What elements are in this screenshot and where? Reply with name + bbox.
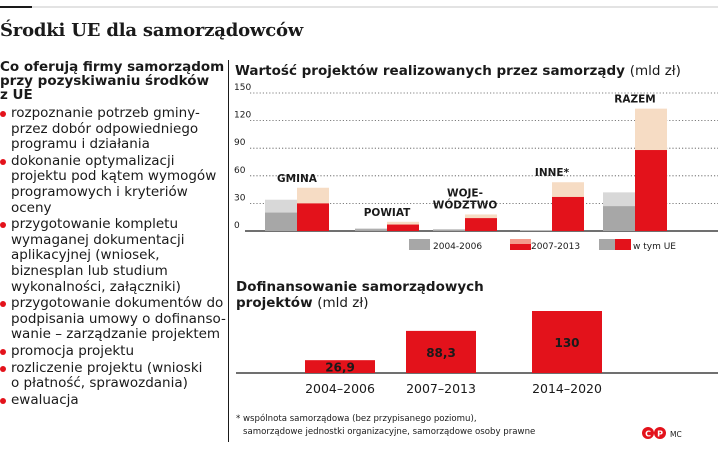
chart2-title-line: projektów (mld zł): [236, 295, 368, 311]
top-rule: [0, 6, 718, 8]
service-item-line: rozliczenie projektu (wnioski: [11, 359, 203, 376]
legend-label: w tym UE: [633, 242, 676, 252]
bar-value-label: 88,3: [426, 346, 456, 360]
services-heading: Co oferują firmy samorządom przy pozyski…: [0, 60, 226, 102]
chart2-title-text: projektów: [236, 295, 317, 311]
services-list: rozpoznanie potrzeb gminy-przez dobór od…: [0, 105, 226, 409]
bullet-icon: [0, 158, 6, 165]
service-item: przygotowanie dokumentów do podpisania um…: [0, 296, 226, 343]
service-item-line: wykonalności, załączniki): [11, 278, 181, 295]
category-label: INNE*: [535, 167, 570, 179]
y-tick-label: 90: [234, 138, 246, 148]
service-item-line: przygotowanie dokumentów do: [11, 295, 224, 312]
bar-ue-2007-2013: [387, 224, 419, 231]
top-rule-accent: [0, 6, 32, 8]
service-item-line: ewaluacja: [11, 391, 79, 408]
service-item-line: programu i działania: [11, 136, 150, 153]
page-title: Środki UE dla samorządowców: [0, 20, 304, 41]
service-item-line: o płatność, sprawozdania): [11, 375, 188, 392]
service-item-line: programowych i kryteriów: [11, 183, 188, 200]
service-item-line: projektu pod kątem wymogów: [11, 168, 217, 185]
y-tick-label: 0: [234, 221, 240, 231]
chart1-legend: 2004-2006 2007-2013 w tym UE: [409, 239, 676, 252]
bullet-icon: [0, 301, 6, 308]
services-heading-line: z UE: [0, 87, 33, 103]
bar-ue-2007-2013: [552, 196, 584, 231]
y-tick-label: 150: [234, 83, 251, 93]
service-item-line: wanie – zarządzanie projektem: [11, 326, 221, 343]
service-item-line: podpisania umowy o dofinanso-: [11, 310, 226, 327]
x-tick-label: 2007–2013: [406, 381, 476, 396]
bullet-icon: [0, 397, 6, 404]
copyright-icon: [654, 427, 666, 439]
copyright-icon-glyph: C: [645, 430, 651, 439]
bullet-icon: [0, 222, 6, 229]
chart2-title-line: Dofinansowanie samorządowych: [236, 279, 484, 295]
bar-ue-2004-2006: [265, 212, 297, 231]
copyright-icon: [642, 427, 654, 439]
y-tick-label: 120: [234, 111, 251, 121]
category-label: WOJE-: [447, 187, 483, 199]
legend-label: 2007-2013: [531, 242, 580, 252]
x-tick-label: 2004–2006: [305, 381, 375, 396]
bar-cofinancing: [532, 311, 602, 373]
chart1-unit: (mld zł): [630, 63, 681, 79]
legend-swatch-ue-red: [615, 239, 631, 250]
y-tick-label: 30: [234, 193, 246, 203]
service-item: dokonanie optymalizacji projektu pod kąte…: [0, 152, 226, 216]
bullet-icon: [0, 111, 6, 117]
service-item: ewaluacja: [0, 391, 226, 409]
category-label: WÓDZTWO: [433, 198, 498, 211]
legend-swatch-2007-2013-ue: [510, 244, 531, 250]
bar-cofinancing: [305, 360, 375, 373]
service-item-line: promocja projektu: [11, 342, 135, 359]
bar-cofinancing: [406, 330, 476, 373]
service-item-line: dokonanie optymalizacji: [11, 152, 175, 169]
category-label: RAZEM: [614, 94, 655, 106]
chart2-unit: (mld zł): [317, 295, 368, 311]
category-label: GMINA: [277, 173, 318, 185]
bullet-icon: [0, 348, 6, 355]
services-panel: Co oferują firmy samorządom przy pozyski…: [0, 60, 226, 409]
service-item-line: rozpoznanie potrzeb gminy-: [11, 105, 200, 121]
category-label: POWIAT: [364, 207, 411, 219]
service-item-line: przygotowanie kompletu: [11, 216, 179, 233]
legend-swatch-ue-gray: [599, 239, 615, 250]
bar-ue-2004-2006: [355, 229, 387, 231]
bar-ue-2004-2006: [603, 206, 635, 231]
service-item-line: oceny: [11, 199, 52, 216]
service-item: rozliczenie projektu (wnioski o płatność,…: [0, 359, 226, 392]
y-tick-label: 60: [234, 166, 246, 176]
project-value-chart: Wartość projektów realizowanych przez sa…: [234, 63, 718, 252]
bar-ue-2007-2013: [297, 203, 329, 231]
x-tick-label: 2014–2020: [532, 381, 602, 396]
service-item-line: wymaganej dokumentacji: [11, 231, 185, 248]
legend-swatch-2004-2006: [409, 239, 430, 250]
bar-value-label: 130: [554, 336, 579, 350]
credit-label: MC: [670, 430, 682, 439]
service-item: rozpoznanie potrzeb gminy-przez dobór od…: [0, 105, 226, 153]
services-heading-line: przy pozyskiwaniu środków: [0, 73, 210, 89]
bar-value-label: 26,9: [325, 361, 355, 375]
footnote-line: * wspólnota samorządowa (bez przypisaneg…: [236, 413, 477, 424]
bullet-icon: [0, 365, 6, 372]
copyright-icon-glyph: P: [657, 430, 663, 439]
bar-ue-2004-2006: [433, 229, 465, 231]
legend-label: 2004-2006: [433, 242, 482, 252]
service-item: promocja projektu: [0, 342, 226, 360]
services-heading-line: Co oferują firmy samorządom: [0, 59, 225, 75]
service-item: przygotowanie kompletu wymaganej dokument…: [0, 217, 226, 295]
service-item-line: biznesplan lub studium: [11, 262, 168, 279]
bar-ue-2007-2013: [465, 218, 497, 231]
panel-divider: [228, 60, 229, 442]
service-item-line: aplikacyjnej (wniosek,: [11, 247, 160, 264]
service-item-line: przez dobór odpowiedniego: [11, 120, 199, 137]
bar-ue-2007-2013: [635, 150, 667, 231]
footnote-line: samorządowe jednostki organizacyjne, sam…: [243, 427, 535, 437]
chart1-title-text: Wartość projektów realizowanych przez sa…: [235, 63, 630, 79]
chart1-title: Wartość projektów realizowanych przez sa…: [235, 63, 681, 79]
